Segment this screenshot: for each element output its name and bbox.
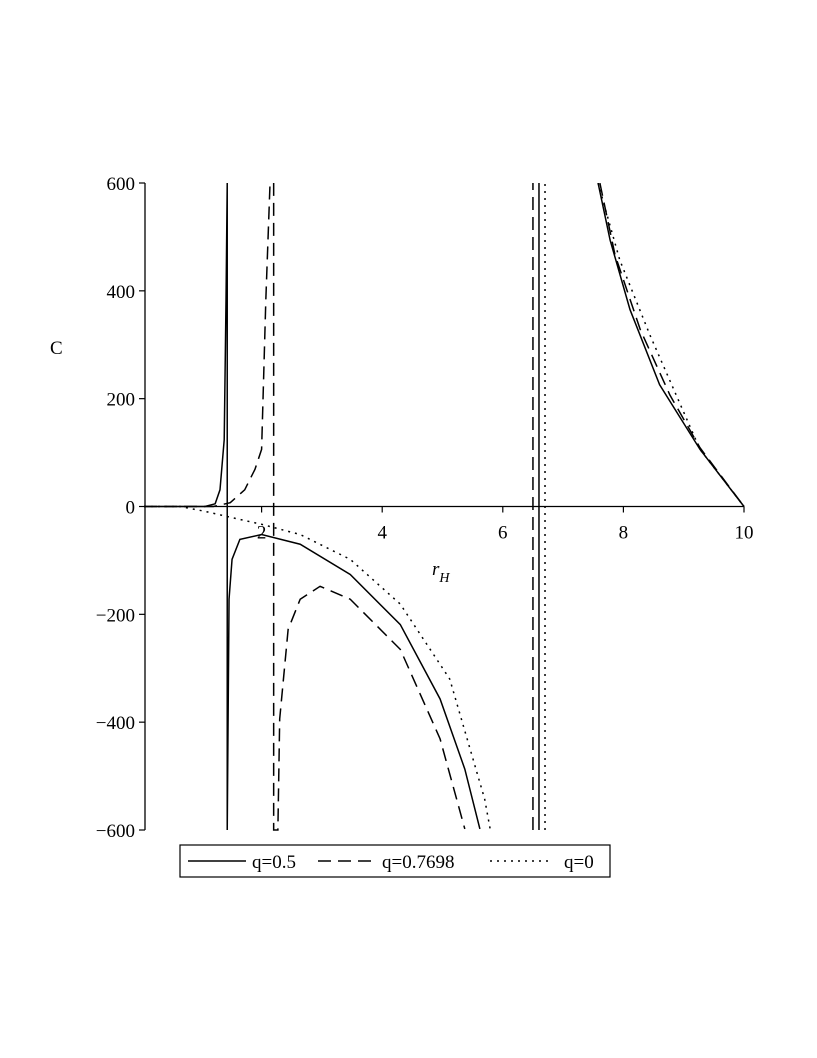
- legend-label: q=0: [564, 852, 594, 873]
- x-tick-label: 10: [735, 523, 754, 544]
- plot-area: [144, 183, 745, 831]
- x-axis-label: rH: [432, 559, 450, 586]
- x-axis-label-subscript: H: [438, 571, 450, 586]
- y-tick-label: 400: [107, 282, 136, 303]
- series-line: [144, 183, 745, 831]
- x-tick-label: 6: [498, 523, 508, 544]
- x-axis-label-main: r: [432, 559, 440, 580]
- y-tick-label: −200: [96, 605, 135, 626]
- series-line: [144, 183, 745, 830]
- y-tick-label: 0: [126, 498, 136, 519]
- legend-label: q=0.5: [252, 852, 296, 873]
- y-tick-label: −400: [96, 713, 135, 734]
- series-line: [144, 183, 745, 831]
- x-tick-label: 2: [257, 523, 267, 544]
- x-tick-label: 8: [619, 523, 629, 544]
- legend-label: q=0.7698: [382, 852, 454, 873]
- y-tick-label: 600: [107, 174, 136, 195]
- y-tick-label: 200: [107, 390, 136, 411]
- x-tick-label: 4: [377, 523, 387, 544]
- legend-box: [179, 844, 611, 878]
- y-tick-label: −600: [96, 821, 135, 842]
- y-axis-label: C: [50, 338, 63, 359]
